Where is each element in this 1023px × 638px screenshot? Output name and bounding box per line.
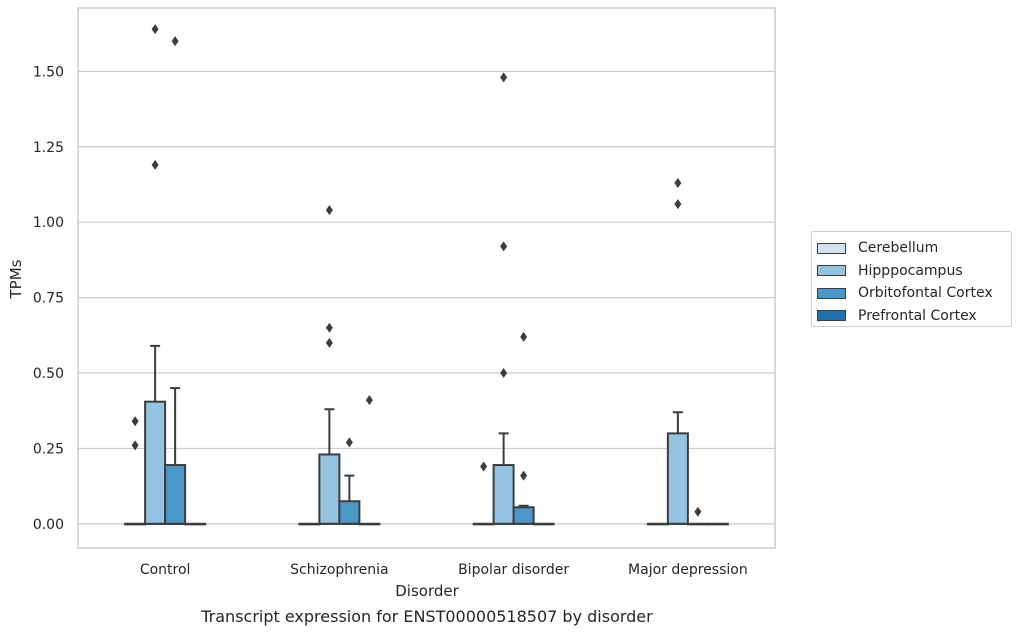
outlier-point [171,36,179,47]
x-tick-label: Schizophrenia [290,562,388,578]
outlier-point [325,322,333,333]
legend-label: Cerebellum [858,240,939,257]
box-hipppocampus [144,400,167,525]
legend-label: Hipppocampus [858,262,963,279]
legend-item: Orbitofontal Cortex [817,282,1011,305]
legend: Cerebellum Hipppocampus Orbitofontal Corte… [811,231,1012,327]
box-orbitofontal-cortex [338,500,361,525]
outlier-point [520,331,528,342]
outlier-point [694,506,702,517]
x-axis-label: Disorder [395,582,459,600]
outlier-point [500,241,508,252]
box-hipppocampus [492,464,515,525]
y-tick-label: 0.00 [33,517,64,533]
outlier-point [131,416,139,427]
y-tick-label: 1.00 [33,215,64,231]
legend-item: Hipppocampus [817,260,1011,283]
outlier-point [365,395,373,406]
legend-item: Cerebellum [817,237,1011,260]
plot-frame [77,7,776,549]
x-tick-label: Control [140,562,191,578]
legend-swatch [817,242,846,254]
chart-title: Transcript expression for ENST0000051850… [200,607,653,626]
legend-label: Orbitofontal Cortex [858,285,993,302]
y-tick-label: 1.50 [33,64,64,80]
box-orbitofontal-cortex [164,464,187,525]
outlier-point [345,437,353,448]
outlier-point [674,199,682,210]
outlier-point [674,177,682,188]
y-tick-label: 1.25 [33,140,64,156]
box-orbitofontal-cortex [512,506,535,525]
y-axis-label: TPMs [7,259,25,299]
outlier-point [151,159,159,170]
outlier-point [480,461,488,472]
outlier-point [500,72,508,83]
legend-swatch [817,265,846,277]
y-tick-label: 0.50 [33,366,64,382]
outlier-point [325,205,333,216]
outlier-point [131,440,139,451]
box-hipppocampus [318,453,341,525]
y-tick-label: 0.75 [33,291,64,307]
legend-label: Prefrontal Cortex [858,307,977,324]
outlier-point [151,24,159,35]
x-tick-label: Major depression [628,562,748,578]
y-tick-label: 0.25 [33,441,64,457]
legend-swatch [817,287,846,299]
legend-item: Prefrontal Cortex [817,305,1011,328]
x-tick-label: Bipolar disorder [458,562,569,578]
outlier-point [500,368,508,379]
outlier-point [520,470,528,481]
legend-swatch [817,310,846,322]
box-hipppocampus [666,432,689,525]
outlier-point [325,337,333,348]
